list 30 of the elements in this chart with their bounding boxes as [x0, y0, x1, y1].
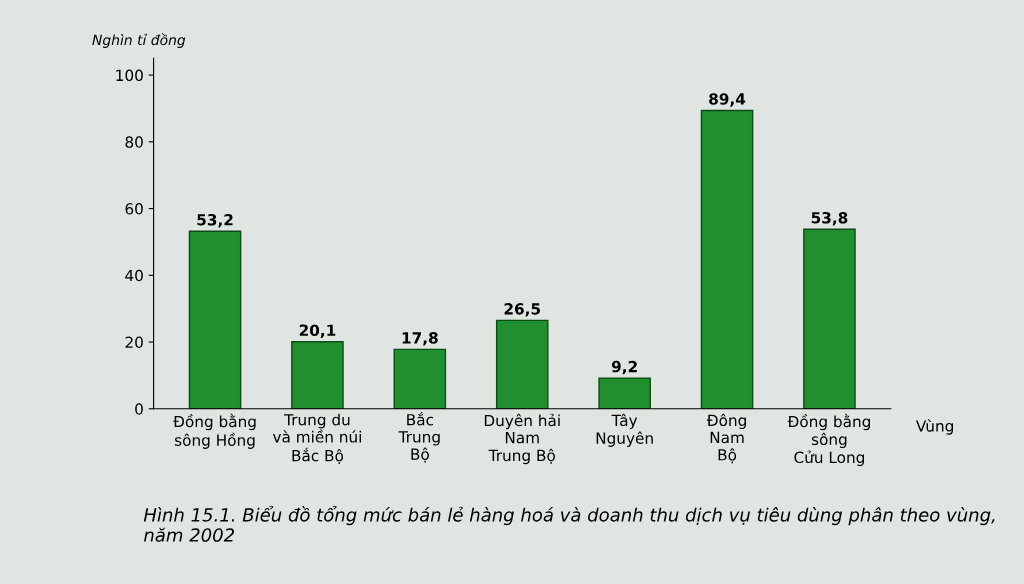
- y-tick-label: 40: [125, 269, 143, 282]
- data-label: 53,8: [811, 211, 848, 226]
- x-tick-label: Duyên hải Nam Trung Bộ: [484, 413, 560, 465]
- y-tick-label: 60: [125, 203, 143, 215]
- bar: [803, 228, 856, 409]
- y-tick-label: 80: [125, 136, 143, 148]
- x-tick-label: Bắc Trung Bộ: [398, 411, 440, 463]
- x-tick-label: Đồng bằng sông Hồng: [173, 413, 256, 449]
- bar: [188, 230, 242, 409]
- bar: [495, 319, 549, 409]
- data-label: 26,5: [504, 303, 541, 317]
- bar: [393, 348, 447, 409]
- y-tick-label: 20: [125, 336, 143, 349]
- bar: [291, 341, 344, 409]
- data-label: 53,2: [197, 213, 233, 228]
- y-tick-label: 0: [135, 403, 143, 415]
- y-axis-title: Nghìn tỉ đồng: [92, 33, 186, 48]
- x-tick-label: Đông Nam Bộ: [706, 413, 746, 464]
- text: Hình 15.1. Biểu đồ tổng mức bán lẻ hàng hoá và doanh thu dịch vụ tiêu dùng phân theo vùng, năm 2002: [143, 505, 995, 542]
- y-tick-label: 100: [116, 69, 143, 82]
- data-label: 9,2: [611, 360, 637, 375]
- x-tick-label: Tây Nguyên: [596, 413, 653, 447]
- bar: [700, 109, 754, 409]
- data-label: 89,4: [709, 93, 746, 107]
- x-tick-label: Đồng bằng sông Cửu Long: [787, 413, 870, 467]
- data-label: 20,1: [299, 324, 336, 338]
- bar: [598, 377, 651, 409]
- x-tick-label: Trung du và miền núi Bắc Bộ: [272, 413, 361, 464]
- data-label: 17,8: [402, 332, 438, 346]
- x-axis-title: Vùng: [915, 419, 953, 435]
